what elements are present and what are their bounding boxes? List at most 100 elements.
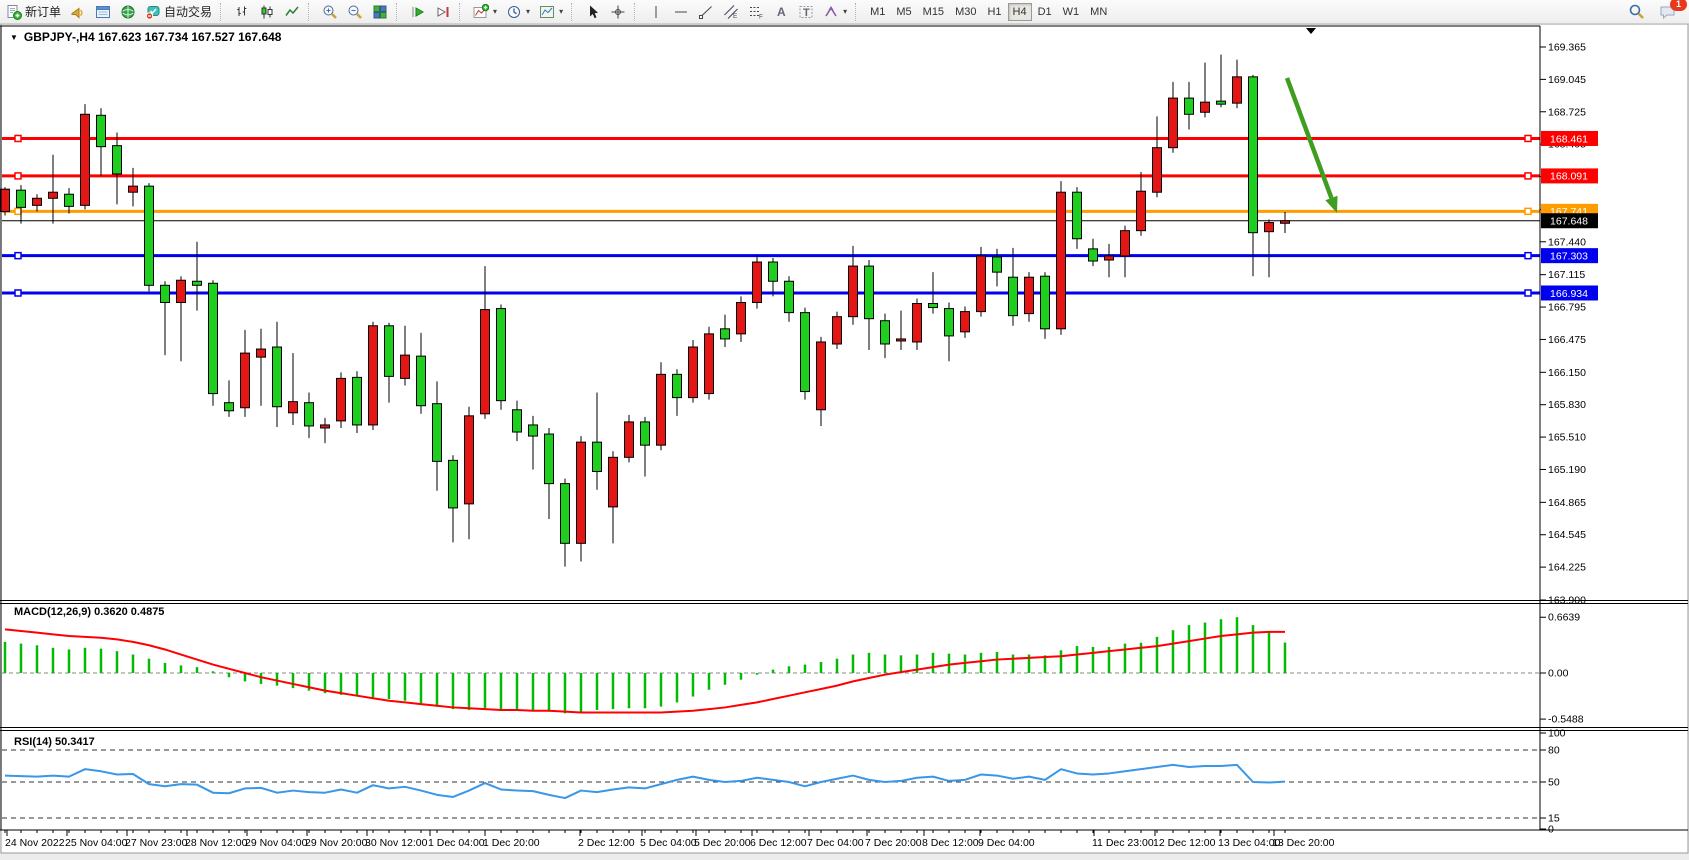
line-handle[interactable] [14,134,22,143]
candlestick-chart-button[interactable] [255,2,279,22]
search-button[interactable] [1624,2,1649,22]
chart-shift-button[interactable] [431,2,455,22]
macd-indicator-label: MACD(12,26,9) 0.3620 0.4875 [14,606,165,618]
text-label-icon: T [798,4,814,20]
line-handle[interactable] [1524,172,1532,180]
candle-bear [544,433,554,485]
candle-bear [96,114,106,148]
text-label-button[interactable]: T [794,2,818,22]
auto-scroll-icon [410,4,426,20]
price-tick-label: 167.440 [1548,236,1586,248]
price-level-chip-label: 167.648 [1550,216,1588,228]
trendline-button[interactable] [694,2,718,22]
candle-bull [336,377,346,422]
indicators-button[interactable]: ▾ [469,2,501,22]
cursor-button[interactable] [581,2,605,22]
time-axis-label: 28 Nov 12:00 [185,837,248,849]
line-chart-button[interactable] [280,2,304,22]
candle-bear [592,441,602,472]
new-order-button[interactable]: 新订单 [2,2,65,22]
shift-marker-icon[interactable] [1306,28,1316,34]
trend-arrow-head[interactable] [1325,195,1338,213]
candle-bull [240,352,250,409]
line-handle[interactable] [1524,207,1532,216]
macd-signal-line [4,628,1285,714]
templates-icon [539,4,555,20]
market-watch-button[interactable] [91,2,115,22]
candle-bull [400,354,410,379]
fibonacci-icon: F [748,4,764,20]
candle-bear [928,303,938,309]
zoom-in-icon [322,4,338,20]
notifications-button[interactable]: 1 [1655,0,1687,22]
timeframe-button-m1[interactable]: M1 [865,3,890,21]
vertical-line-icon [648,4,664,20]
auto-scroll-button[interactable] [406,2,430,22]
fibonacci-button[interactable]: F [744,2,768,22]
periods-clock-icon [506,4,522,20]
timeframe-button-m15[interactable]: M15 [918,3,949,21]
svg-text:T: T [803,7,810,19]
timeframe-button-m30[interactable]: M30 [950,3,981,21]
line-handle[interactable] [1524,251,1532,260]
candle-bull [656,373,666,446]
line-handle[interactable] [1524,134,1532,143]
line-handle[interactable] [14,172,22,180]
text-tool-button[interactable]: A [769,2,793,22]
price-tick-label: 169.045 [1548,74,1586,86]
timeframe-button-mn[interactable]: MN [1085,3,1112,21]
line-handle[interactable] [14,207,22,216]
price-level-chip-label: 168.461 [1550,133,1588,145]
equidistant-channel-button[interactable]: E [719,2,743,22]
line-handle[interactable] [1524,289,1532,297]
crosshair-button[interactable] [606,2,630,22]
candle-bull [832,316,842,345]
tile-windows-button[interactable] [368,2,392,22]
price-tick-label: 164.865 [1548,497,1586,509]
time-axis-label: 8 Dec 12:00 [922,837,979,849]
candle-bear [224,402,234,412]
candle-bull [960,311,970,333]
vertical-line-button[interactable] [644,2,668,22]
timeframe-button-d1[interactable]: D1 [1033,3,1057,21]
timeframe-button-w1[interactable]: W1 [1058,3,1085,21]
candle-bull [1264,222,1274,233]
templates-button[interactable]: ▾ [535,2,567,22]
candle-bear [864,265,874,320]
timeframe-button-h1[interactable]: H1 [982,3,1006,21]
trendline-icon [698,4,714,20]
candle-bear [640,421,650,446]
price-tick-label: 168.725 [1548,106,1586,118]
timeframe-button-h4[interactable]: H4 [1007,2,1032,21]
time-axis-label: 11 Dec 23:00 [1092,837,1154,849]
time-axis-label: 12 Dec 12:00 [1153,837,1216,849]
horn-button[interactable] [66,2,90,22]
symbol-period-ohlc: GBPJPY-,H4 167.623 167.734 167.527 167.6… [23,30,282,44]
time-axis-label: 1 Dec 04:00 [428,837,485,849]
svg-text:E: E [733,13,738,20]
price-level-chip [1541,285,1598,301]
candle-bull [80,113,90,206]
horizontal-line-icon [673,4,689,20]
macd-tick-label: 0.6639 [1548,612,1580,624]
line-handle[interactable] [14,251,22,260]
arrows-tool-button[interactable]: ▾ [819,2,851,22]
zoom-out-button[interactable] [343,2,367,22]
bar-chart-button[interactable] [230,2,254,22]
templates-caret-icon: ▾ [559,7,564,16]
horizontal-line-button[interactable] [669,2,693,22]
trend-arrow-line[interactable] [1284,77,1334,199]
line-handle[interactable] [14,289,22,297]
title-collapse-icon[interactable]: ▼ [10,32,18,42]
zoom-in-button[interactable] [318,2,342,22]
candle-bear [672,373,682,399]
market-watch-icon [95,4,111,20]
periods-caret-icon: ▾ [526,7,531,16]
toolbar-separator [855,2,861,21]
timeframe-button-m5[interactable]: M5 [891,3,916,21]
auto-trading-button[interactable]: 自动交易 [141,2,216,22]
signals-button[interactable] [116,2,140,22]
periods-button[interactable]: ▾ [502,2,534,22]
